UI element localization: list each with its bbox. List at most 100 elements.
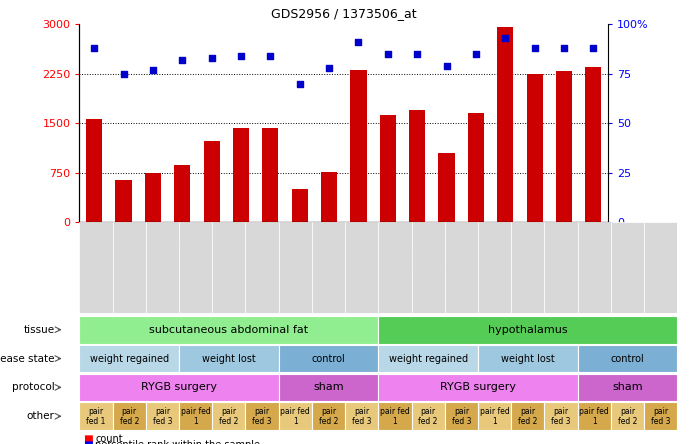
Text: disease state: disease state (0, 353, 55, 364)
Bar (179, 402, 212, 430)
Text: hypothalamus: hypothalamus (488, 325, 567, 335)
Bar (145, 173, 161, 222)
Bar (478, 345, 578, 373)
Bar (350, 70, 366, 222)
Bar (498, 27, 513, 222)
Bar (146, 402, 179, 430)
Text: pair
fed 1: pair fed 1 (86, 407, 106, 426)
Text: pair
fed 2: pair fed 2 (219, 407, 238, 426)
Text: pair
fed 2: pair fed 2 (120, 407, 139, 426)
Bar (478, 402, 511, 430)
Point (236, 52, 247, 59)
Bar (511, 222, 545, 313)
Bar (379, 316, 677, 344)
Text: weight lost: weight lost (202, 353, 256, 364)
Bar (79, 402, 113, 430)
Bar (578, 373, 677, 401)
Bar (204, 141, 220, 222)
Bar (409, 110, 425, 222)
Bar (445, 222, 478, 313)
Text: count: count (95, 434, 123, 444)
Bar (380, 115, 396, 222)
Point (353, 39, 364, 46)
Point (147, 66, 158, 73)
Point (500, 35, 511, 42)
Bar (312, 222, 345, 313)
Text: protocol: protocol (12, 382, 55, 392)
Bar (86, 119, 102, 222)
Text: pair
fed 3: pair fed 3 (252, 407, 272, 426)
Bar (578, 345, 677, 373)
Bar (644, 402, 677, 430)
Text: ■: ■ (83, 434, 93, 444)
Bar (212, 402, 245, 430)
Point (177, 56, 188, 63)
Bar (245, 222, 278, 313)
Text: RYGB surgery: RYGB surgery (141, 382, 217, 392)
Bar (146, 222, 179, 313)
Point (118, 70, 129, 77)
Bar (113, 402, 146, 430)
Text: pair
fed 3: pair fed 3 (551, 407, 571, 426)
Text: pair
fed 3: pair fed 3 (352, 407, 372, 426)
Point (558, 44, 569, 52)
Text: other: other (27, 411, 55, 421)
Bar (321, 172, 337, 222)
Text: weight lost: weight lost (501, 353, 555, 364)
Text: pair
fed 2: pair fed 2 (419, 407, 438, 426)
Bar (611, 222, 644, 313)
Bar (578, 402, 611, 430)
Text: pair
fed 3: pair fed 3 (153, 407, 172, 426)
Bar (445, 402, 478, 430)
Bar (644, 222, 677, 313)
Point (441, 62, 452, 69)
Bar (245, 402, 278, 430)
Bar (278, 402, 312, 430)
Point (88, 44, 100, 52)
Point (265, 52, 276, 59)
Bar (478, 222, 511, 313)
Bar (379, 345, 478, 373)
Text: pair
fed 3: pair fed 3 (651, 407, 670, 426)
Text: pair
fed 2: pair fed 2 (618, 407, 637, 426)
Text: pair fed
1: pair fed 1 (281, 407, 310, 426)
Bar (312, 402, 345, 430)
Bar (468, 113, 484, 222)
Text: pair fed
1: pair fed 1 (181, 407, 211, 426)
Bar (412, 402, 445, 430)
Bar (412, 222, 445, 313)
Bar (179, 345, 278, 373)
Text: subcutaneous abdominal fat: subcutaneous abdominal fat (149, 325, 308, 335)
Bar (345, 222, 379, 313)
Bar (578, 222, 611, 313)
Bar (79, 316, 379, 344)
Text: pair fed
1: pair fed 1 (579, 407, 609, 426)
Text: pair fed
1: pair fed 1 (480, 407, 509, 426)
Point (529, 44, 540, 52)
Text: control: control (610, 353, 644, 364)
Bar (585, 67, 601, 222)
Point (323, 64, 334, 71)
Bar (278, 373, 378, 401)
Bar (379, 222, 412, 313)
Bar (345, 402, 379, 430)
Text: percentile rank within the sample: percentile rank within the sample (95, 440, 261, 444)
Text: pair
fed 3: pair fed 3 (452, 407, 471, 426)
Bar (212, 222, 245, 313)
Bar (79, 222, 113, 313)
Bar (527, 75, 542, 222)
Text: tissue: tissue (23, 325, 55, 335)
Bar (278, 345, 378, 373)
Text: RYGB surgery: RYGB surgery (440, 382, 516, 392)
Bar (292, 189, 307, 222)
Bar (611, 402, 644, 430)
Bar (379, 373, 578, 401)
Bar (439, 153, 455, 222)
Bar (233, 128, 249, 222)
Text: sham: sham (612, 382, 643, 392)
Bar (545, 402, 578, 430)
Bar (174, 165, 190, 222)
Text: weight regained: weight regained (388, 353, 468, 364)
Bar (115, 180, 131, 222)
Bar (278, 222, 312, 313)
